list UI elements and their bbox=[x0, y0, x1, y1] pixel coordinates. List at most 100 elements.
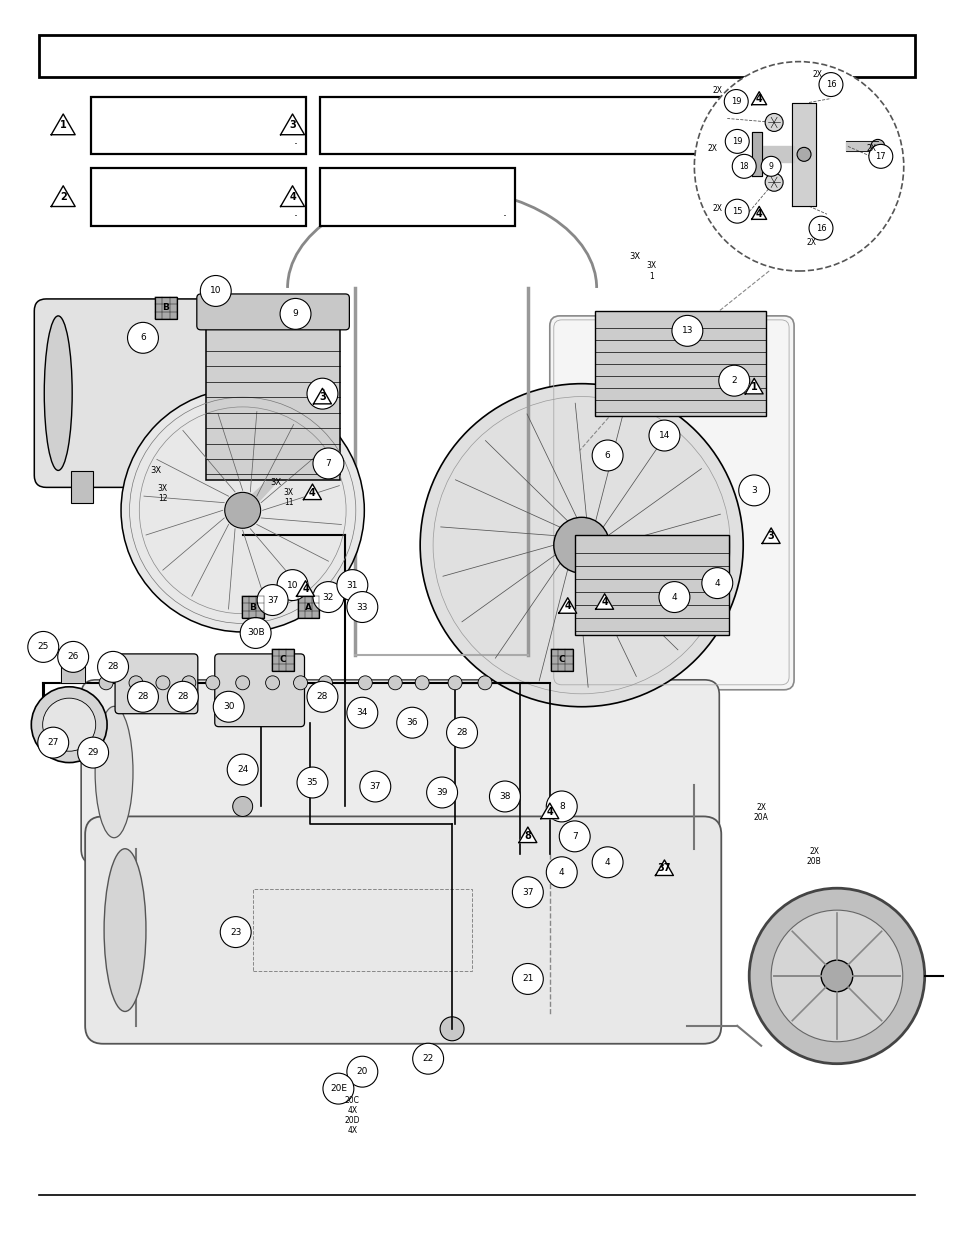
Polygon shape bbox=[280, 114, 304, 135]
Circle shape bbox=[323, 1073, 354, 1104]
Circle shape bbox=[770, 910, 902, 1042]
Text: 4: 4 bbox=[755, 94, 761, 104]
Text: 4: 4 bbox=[600, 598, 607, 608]
Circle shape bbox=[200, 275, 231, 306]
Circle shape bbox=[235, 676, 250, 690]
Text: 37: 37 bbox=[657, 863, 671, 873]
Text: 34: 34 bbox=[356, 708, 368, 718]
Circle shape bbox=[359, 771, 391, 802]
Text: B: B bbox=[249, 603, 255, 611]
Text: 2X: 2X bbox=[866, 143, 876, 153]
FancyBboxPatch shape bbox=[549, 316, 793, 690]
Circle shape bbox=[167, 682, 198, 713]
Text: 4: 4 bbox=[714, 579, 720, 588]
Polygon shape bbox=[296, 580, 314, 597]
Circle shape bbox=[419, 384, 742, 706]
Ellipse shape bbox=[104, 848, 146, 1011]
Text: 9: 9 bbox=[768, 162, 773, 170]
Text: 28: 28 bbox=[177, 693, 189, 701]
Bar bbox=[241, 597, 263, 618]
Text: 6: 6 bbox=[604, 451, 610, 459]
Text: 2X: 2X bbox=[805, 238, 815, 247]
Text: .: . bbox=[502, 206, 506, 219]
Text: 1: 1 bbox=[60, 120, 67, 131]
Bar bbox=[297, 597, 319, 618]
Circle shape bbox=[240, 618, 271, 648]
Circle shape bbox=[439, 1016, 463, 1041]
Text: 36: 36 bbox=[406, 719, 417, 727]
Text: 35: 35 bbox=[307, 778, 318, 787]
Polygon shape bbox=[280, 185, 304, 206]
Bar bbox=[91, 96, 305, 154]
Circle shape bbox=[206, 676, 219, 690]
Circle shape bbox=[213, 692, 244, 722]
Text: 2X: 2X bbox=[712, 85, 721, 95]
Text: 23: 23 bbox=[230, 927, 241, 936]
Circle shape bbox=[128, 322, 158, 353]
Polygon shape bbox=[518, 827, 537, 842]
Text: 4: 4 bbox=[671, 593, 677, 601]
Text: 20: 20 bbox=[356, 1067, 368, 1076]
Text: 2X: 2X bbox=[712, 204, 721, 214]
Polygon shape bbox=[540, 803, 558, 819]
Polygon shape bbox=[303, 484, 321, 500]
Circle shape bbox=[821, 960, 852, 992]
Text: 10: 10 bbox=[287, 580, 298, 589]
FancyBboxPatch shape bbox=[206, 326, 340, 480]
Circle shape bbox=[796, 147, 810, 162]
Circle shape bbox=[313, 448, 343, 479]
Circle shape bbox=[546, 790, 577, 823]
Circle shape bbox=[512, 877, 543, 908]
Circle shape bbox=[121, 389, 364, 632]
Circle shape bbox=[182, 676, 195, 690]
Circle shape bbox=[553, 517, 609, 573]
Circle shape bbox=[489, 781, 519, 811]
Text: 28: 28 bbox=[137, 693, 149, 701]
Text: 19: 19 bbox=[731, 137, 741, 146]
Circle shape bbox=[43, 698, 95, 751]
Circle shape bbox=[257, 584, 288, 615]
Text: 30: 30 bbox=[223, 703, 234, 711]
Text: 2: 2 bbox=[60, 193, 67, 203]
Circle shape bbox=[724, 199, 748, 224]
Text: 2X
20A: 2X 20A bbox=[753, 803, 768, 823]
Polygon shape bbox=[791, 103, 815, 206]
Text: 8: 8 bbox=[558, 802, 564, 811]
Polygon shape bbox=[61, 648, 85, 683]
Text: 2: 2 bbox=[731, 377, 737, 385]
Circle shape bbox=[99, 676, 113, 690]
Circle shape bbox=[347, 1056, 377, 1087]
Circle shape bbox=[764, 173, 782, 191]
Text: 3X: 3X bbox=[270, 478, 281, 488]
Bar bbox=[154, 296, 176, 319]
Polygon shape bbox=[751, 206, 766, 220]
Text: 31: 31 bbox=[346, 580, 357, 589]
Circle shape bbox=[723, 90, 747, 114]
Bar bbox=[550, 648, 572, 671]
Text: 29: 29 bbox=[88, 748, 99, 757]
Text: 24: 24 bbox=[236, 764, 248, 774]
Circle shape bbox=[225, 493, 260, 529]
Circle shape bbox=[592, 847, 622, 878]
Ellipse shape bbox=[95, 706, 132, 837]
Circle shape bbox=[155, 676, 170, 690]
Circle shape bbox=[347, 698, 377, 729]
Circle shape bbox=[128, 682, 158, 713]
Text: 13: 13 bbox=[681, 326, 693, 336]
Text: 8: 8 bbox=[524, 831, 531, 841]
Polygon shape bbox=[751, 91, 766, 105]
Circle shape bbox=[129, 676, 143, 690]
Text: A: A bbox=[305, 603, 312, 611]
Text: 16: 16 bbox=[815, 224, 825, 232]
Circle shape bbox=[294, 676, 307, 690]
Polygon shape bbox=[751, 132, 761, 177]
Bar bbox=[320, 168, 515, 226]
Text: 2X: 2X bbox=[811, 69, 821, 79]
Text: 15: 15 bbox=[731, 206, 741, 216]
Text: 3: 3 bbox=[751, 485, 757, 495]
Text: 3: 3 bbox=[767, 531, 774, 541]
Text: 28: 28 bbox=[108, 662, 118, 672]
Ellipse shape bbox=[261, 324, 290, 463]
Circle shape bbox=[233, 797, 253, 816]
Text: 4: 4 bbox=[755, 209, 761, 219]
